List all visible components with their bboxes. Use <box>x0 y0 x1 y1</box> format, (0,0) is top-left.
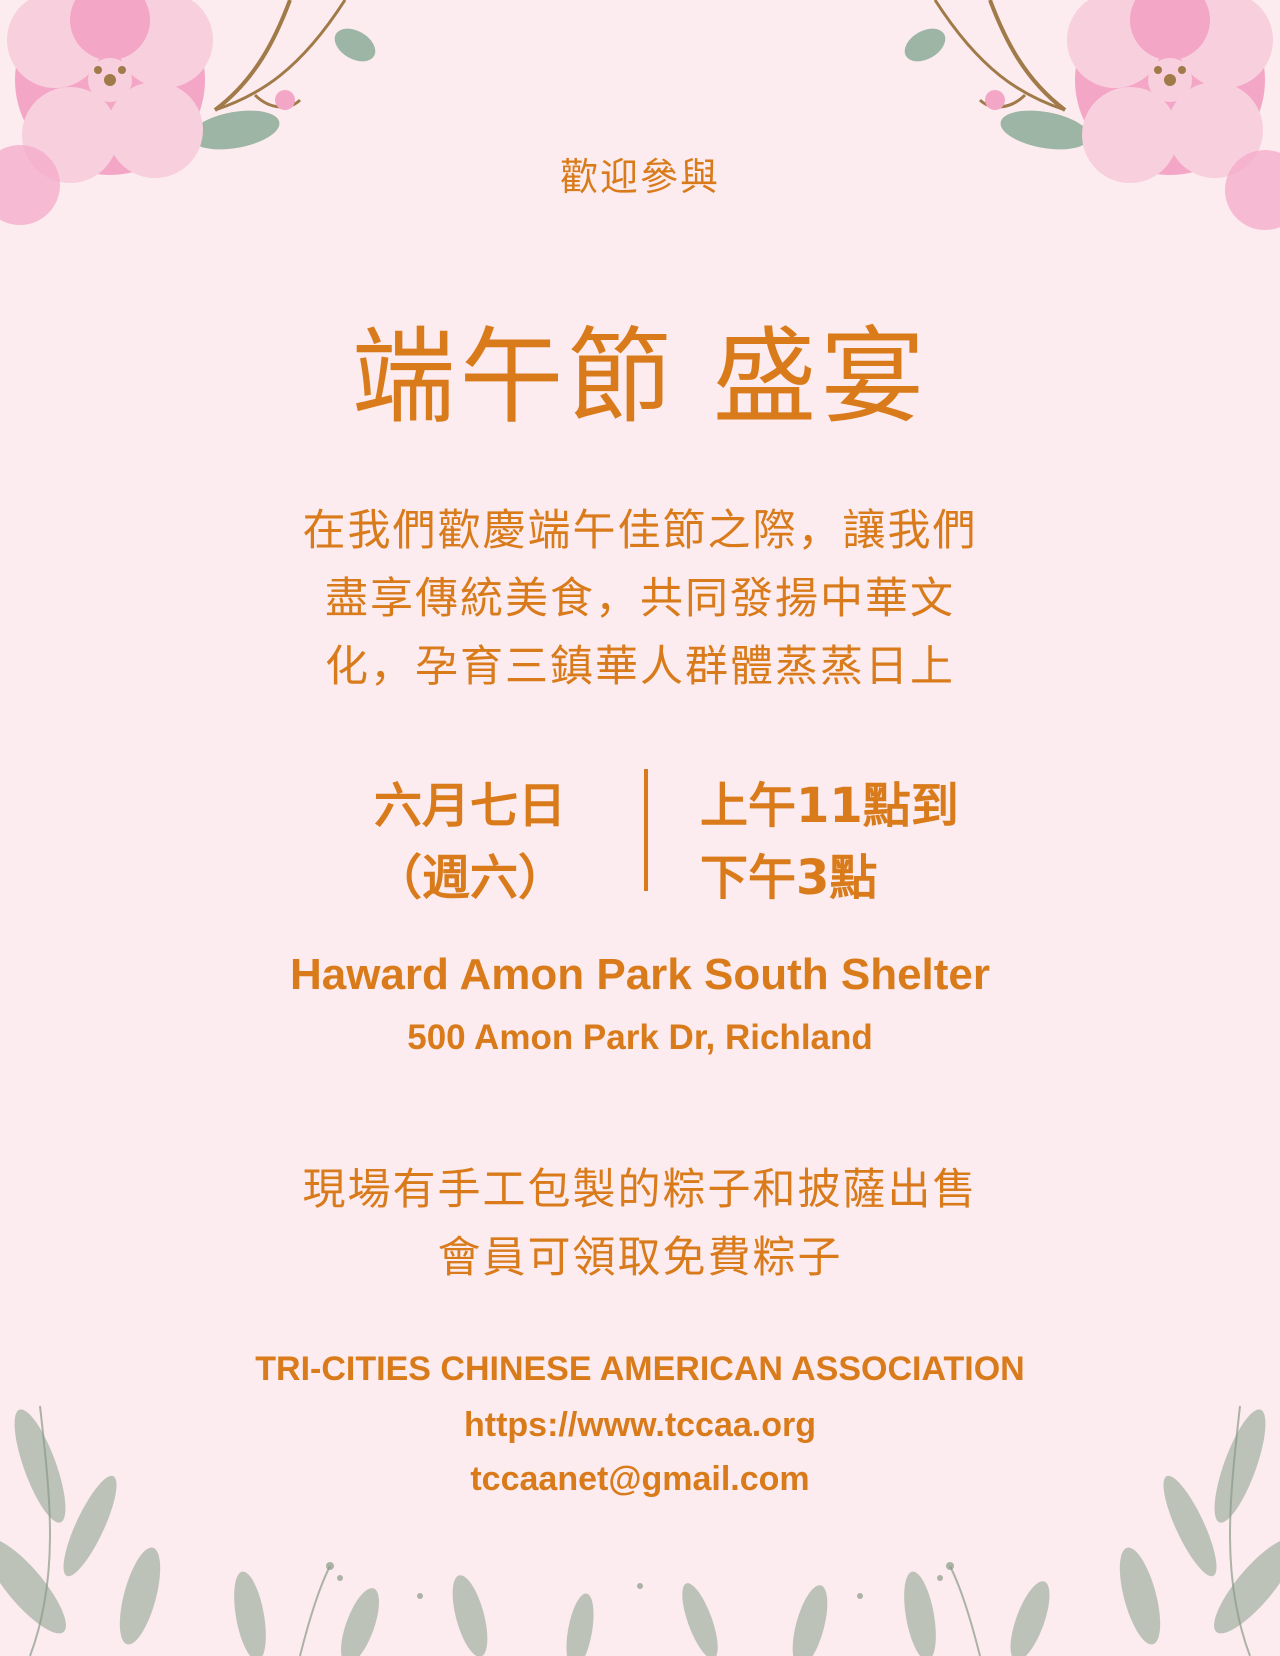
welcome-text: 歡迎參與 <box>559 155 720 199</box>
event-time: 上午11點到 下午3點 <box>700 770 959 914</box>
email-link[interactable]: tccaanet@gmail.com <box>470 1460 810 1498</box>
notes-line: 會員可領取免費粽子 <box>437 1233 843 1283</box>
intro-line: 化，孕育三鎮華人群體蒸蒸日上 <box>325 642 955 692</box>
event-date: 六月七日 （週六） <box>340 770 600 914</box>
date-time-divider <box>644 769 648 891</box>
intro-line: 盡享傳統美食，共同發揚中華文 <box>325 574 955 624</box>
start-time-line: 上午11點到 <box>700 778 959 834</box>
end-time-line: 下午3點 <box>700 850 878 906</box>
venue-name: Haward Amon Park South Shelter <box>289 950 991 999</box>
intro-line: 在我們歡慶端午佳節之際，讓我們 <box>302 506 978 556</box>
website-link[interactable]: https://www.tccaa.org <box>463 1406 816 1444</box>
event-title: 端午節 盛宴 <box>351 316 929 438</box>
intro-paragraph: 在我們歡慶端午佳節之際，讓我們 盡享傳統美食，共同發揚中華文 化，孕育三鎮華人群… <box>0 497 1280 701</box>
notes-line: 現場有手工包製的粽子和披薩出售 <box>302 1165 978 1215</box>
venue-address: 500 Amon Park Dr, Richland <box>407 1018 873 1057</box>
organization-name: TRI-CITIES CHINESE AMERICAN ASSOCIATION <box>255 1350 1025 1388</box>
date-line: 六月七日 <box>373 778 566 834</box>
weekday-line: （週六） <box>373 850 566 906</box>
event-notes: 現場有手工包製的粽子和披薩出售 會員可領取免費粽子 <box>0 1156 1280 1292</box>
